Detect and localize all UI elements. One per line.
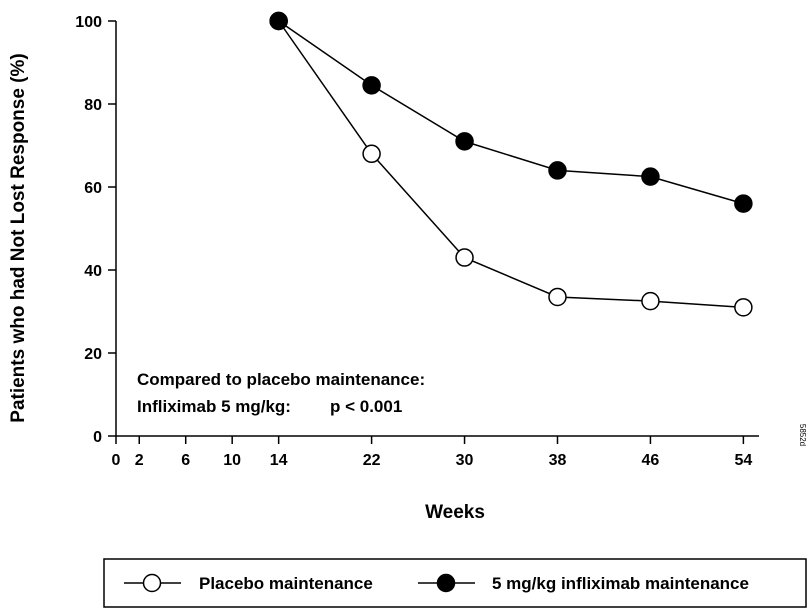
infliximab-point-5 bbox=[734, 194, 753, 213]
infliximab-point-3 bbox=[548, 161, 567, 180]
x-tick-label: 38 bbox=[549, 452, 567, 469]
x-tick-label: 46 bbox=[642, 452, 660, 469]
infliximab-point-2 bbox=[455, 132, 474, 151]
placebo-point-5 bbox=[734, 298, 753, 317]
x-tick-label: 22 bbox=[363, 452, 381, 469]
x-tick-label: 0 bbox=[112, 452, 121, 469]
legend-placebo-label: Placebo maintenance bbox=[199, 574, 373, 593]
series-lines bbox=[278, 20, 744, 309]
x-axis-label: Weeks bbox=[425, 502, 485, 523]
y-tick-label: 100 bbox=[75, 14, 102, 31]
x-tick-label: 14 bbox=[270, 452, 288, 469]
x-tick-label: 54 bbox=[734, 452, 752, 469]
y-axis-label: Patients who had Not Lost Response (%) bbox=[8, 53, 29, 422]
y-tick-label: 0 bbox=[93, 429, 102, 446]
legend-infliximab-label: 5 mg/kg infliximab maintenance bbox=[492, 574, 749, 593]
x-tick-label: 2 bbox=[135, 452, 144, 469]
series-markers bbox=[269, 11, 753, 317]
placebo-point-2 bbox=[455, 248, 474, 267]
y-tick-label: 80 bbox=[84, 97, 102, 114]
x-tick-label: 10 bbox=[223, 452, 241, 469]
y-tick-label: 40 bbox=[84, 263, 102, 280]
legend-placebo-marker bbox=[142, 573, 162, 593]
x-tick-label: 6 bbox=[181, 452, 190, 469]
placebo-point-4 bbox=[641, 291, 660, 311]
series-line-placebo bbox=[278, 20, 744, 309]
placebo-point-1 bbox=[362, 144, 381, 164]
infliximab-point-4 bbox=[641, 167, 660, 186]
y-tick-label: 60 bbox=[84, 180, 102, 197]
infliximab-point-0 bbox=[269, 11, 288, 31]
y-tick-label: 20 bbox=[84, 346, 102, 363]
legend: Placebo maintenance 5 mg/kg infliximab m… bbox=[103, 558, 807, 608]
legend-box bbox=[103, 558, 807, 608]
series-line-infliximab bbox=[278, 20, 744, 205]
legend-infliximab-marker bbox=[436, 573, 456, 593]
x-tick-label: 30 bbox=[456, 452, 474, 469]
infliximab-point-1 bbox=[362, 76, 381, 95]
placebo-point-3 bbox=[548, 287, 567, 307]
annotation-line-2-value: p < 0.001 bbox=[330, 397, 402, 416]
annotation-line-2-label: Infliximab 5 mg/kg: bbox=[137, 397, 291, 416]
annotation-line-1: Compared to placebo maintenance: bbox=[137, 370, 425, 389]
side-code: 5852d bbox=[798, 424, 807, 446]
